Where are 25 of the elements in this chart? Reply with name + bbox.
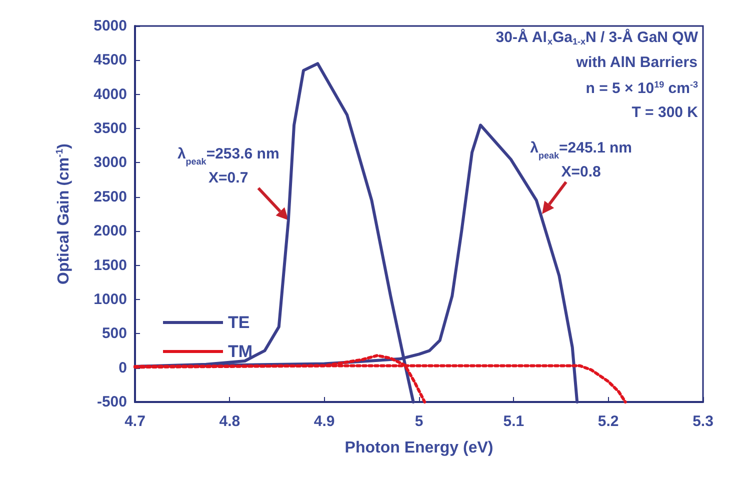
- legend-label: TM: [228, 342, 253, 361]
- y-tick-label: -500: [96, 394, 127, 410]
- x-tick-label: 4.7: [124, 413, 146, 430]
- annotation: with AlN Barriers: [575, 54, 698, 71]
- y-tick-label: 2500: [94, 188, 127, 206]
- y-tick-label: 4500: [94, 52, 127, 69]
- x-tick-label: 5.2: [598, 413, 619, 430]
- legend-label: TE: [228, 313, 250, 332]
- y-tick-label: 1000: [94, 290, 127, 308]
- x-tick-label: 5: [414, 413, 424, 430]
- annotation: T = 300 K: [632, 104, 698, 121]
- y-tick-label: 1500: [94, 256, 127, 274]
- y-tick-label: 500: [102, 325, 127, 342]
- x-axis-title: Photon Energy (eV): [344, 440, 494, 456]
- y-tick-label: 3500: [94, 120, 127, 138]
- y-tick-label: 5000: [94, 18, 127, 34]
- x-tick-label: 5.1: [503, 413, 524, 430]
- x-tick-label: 4.8: [219, 413, 240, 430]
- x-tick-label: 4.9: [314, 413, 335, 430]
- y-axis-title: Optical Gain (cm-1): [54, 144, 72, 284]
- y-tick-label: 2000: [94, 222, 127, 240]
- x-tick-label: 5.3: [692, 413, 714, 430]
- y-tick-label: 4000: [94, 86, 127, 103]
- y-tick-label: 0: [118, 359, 127, 376]
- y-tick-label: 3000: [94, 154, 127, 172]
